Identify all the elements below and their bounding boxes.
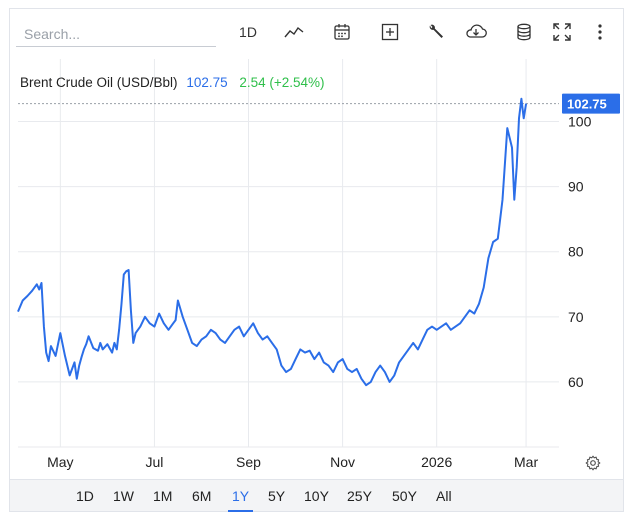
calendar-icon <box>334 24 350 40</box>
range-button-1w[interactable]: 1W <box>113 488 134 504</box>
y-tick-label: 100 <box>568 114 592 130</box>
tools-button[interactable] <box>422 19 450 45</box>
add-compare-icon <box>381 23 399 41</box>
last-price-tag-bg <box>562 93 620 114</box>
interval-label: 1D <box>239 24 257 40</box>
x-tick-label: 2026 <box>421 454 452 470</box>
x-tick-label: Mar <box>514 454 538 470</box>
y-axis: 60 70 80 90 100 <box>568 114 592 390</box>
range-button-50y[interactable]: 50Y <box>392 488 417 504</box>
legend-instrument: Brent Crude Oil (USD/Bbl) <box>20 75 178 90</box>
range-selector: 1D 1W 1M 6M 1Y 5Y 10Y 25Y 50Y All <box>10 479 623 512</box>
more-options-button[interactable] <box>586 19 614 45</box>
chart-toolbar: 1D <box>10 9 623 55</box>
x-tick-label: Nov <box>330 454 355 470</box>
legend-price: 102.75 <box>186 75 227 90</box>
fullscreen-icon <box>553 23 571 41</box>
x-tick-label: Sep <box>236 454 261 470</box>
settings-gear-icon[interactable] <box>585 455 601 471</box>
range-button-all[interactable]: All <box>436 488 452 504</box>
range-button-1m[interactable]: 1M <box>153 488 173 504</box>
date-range-button[interactable] <box>328 19 356 45</box>
range-button-5y[interactable]: 5Y <box>268 488 286 504</box>
database-icon <box>517 23 531 41</box>
data-button[interactable] <box>510 19 538 45</box>
grid <box>18 59 559 448</box>
y-tick-label: 90 <box>568 179 584 195</box>
chart-legend: Brent Crude Oil (USD/Bbl) 102.75 2.54 (+… <box>20 75 325 90</box>
cloud-download-icon <box>466 24 487 38</box>
wrench-icon <box>429 24 443 38</box>
range-button-25y[interactable]: 25Y <box>347 488 372 504</box>
compare-button[interactable] <box>376 19 404 45</box>
range-button-1y[interactable]: 1Y <box>227 488 254 512</box>
range-button-1d[interactable]: 1D <box>76 488 94 504</box>
chart-type-button[interactable] <box>280 19 308 45</box>
x-tick-label: Jul <box>145 454 163 470</box>
legend-change: 2.54 (+2.54%) <box>239 75 324 90</box>
range-button-6m[interactable]: 6M <box>192 488 212 504</box>
line-chart-icon <box>284 26 304 38</box>
price-series-line <box>17 97 528 387</box>
fullscreen-button[interactable] <box>548 19 576 45</box>
last-price-tag-text: 102.75 <box>567 97 607 112</box>
y-tick-label: 80 <box>568 244 584 260</box>
download-button[interactable] <box>462 19 490 45</box>
range-button-10y[interactable]: 10Y <box>304 488 329 504</box>
price-chart[interactable]: 60 70 80 90 100 May Jul Sep Nov 2026 Mar 102.75 B… <box>10 9 623 477</box>
x-axis: May Jul Sep Nov 2026 Mar <box>47 454 538 470</box>
interval-button[interactable]: 1D <box>234 19 262 45</box>
last-price-tag: 102.75 <box>562 93 620 114</box>
chart-widget: 1D <box>9 8 624 512</box>
x-tick-label: May <box>47 454 73 470</box>
more-vert-icon <box>598 24 602 40</box>
search-input[interactable] <box>16 21 216 47</box>
y-tick-label: 60 <box>568 374 584 390</box>
y-tick-label: 70 <box>568 309 584 325</box>
